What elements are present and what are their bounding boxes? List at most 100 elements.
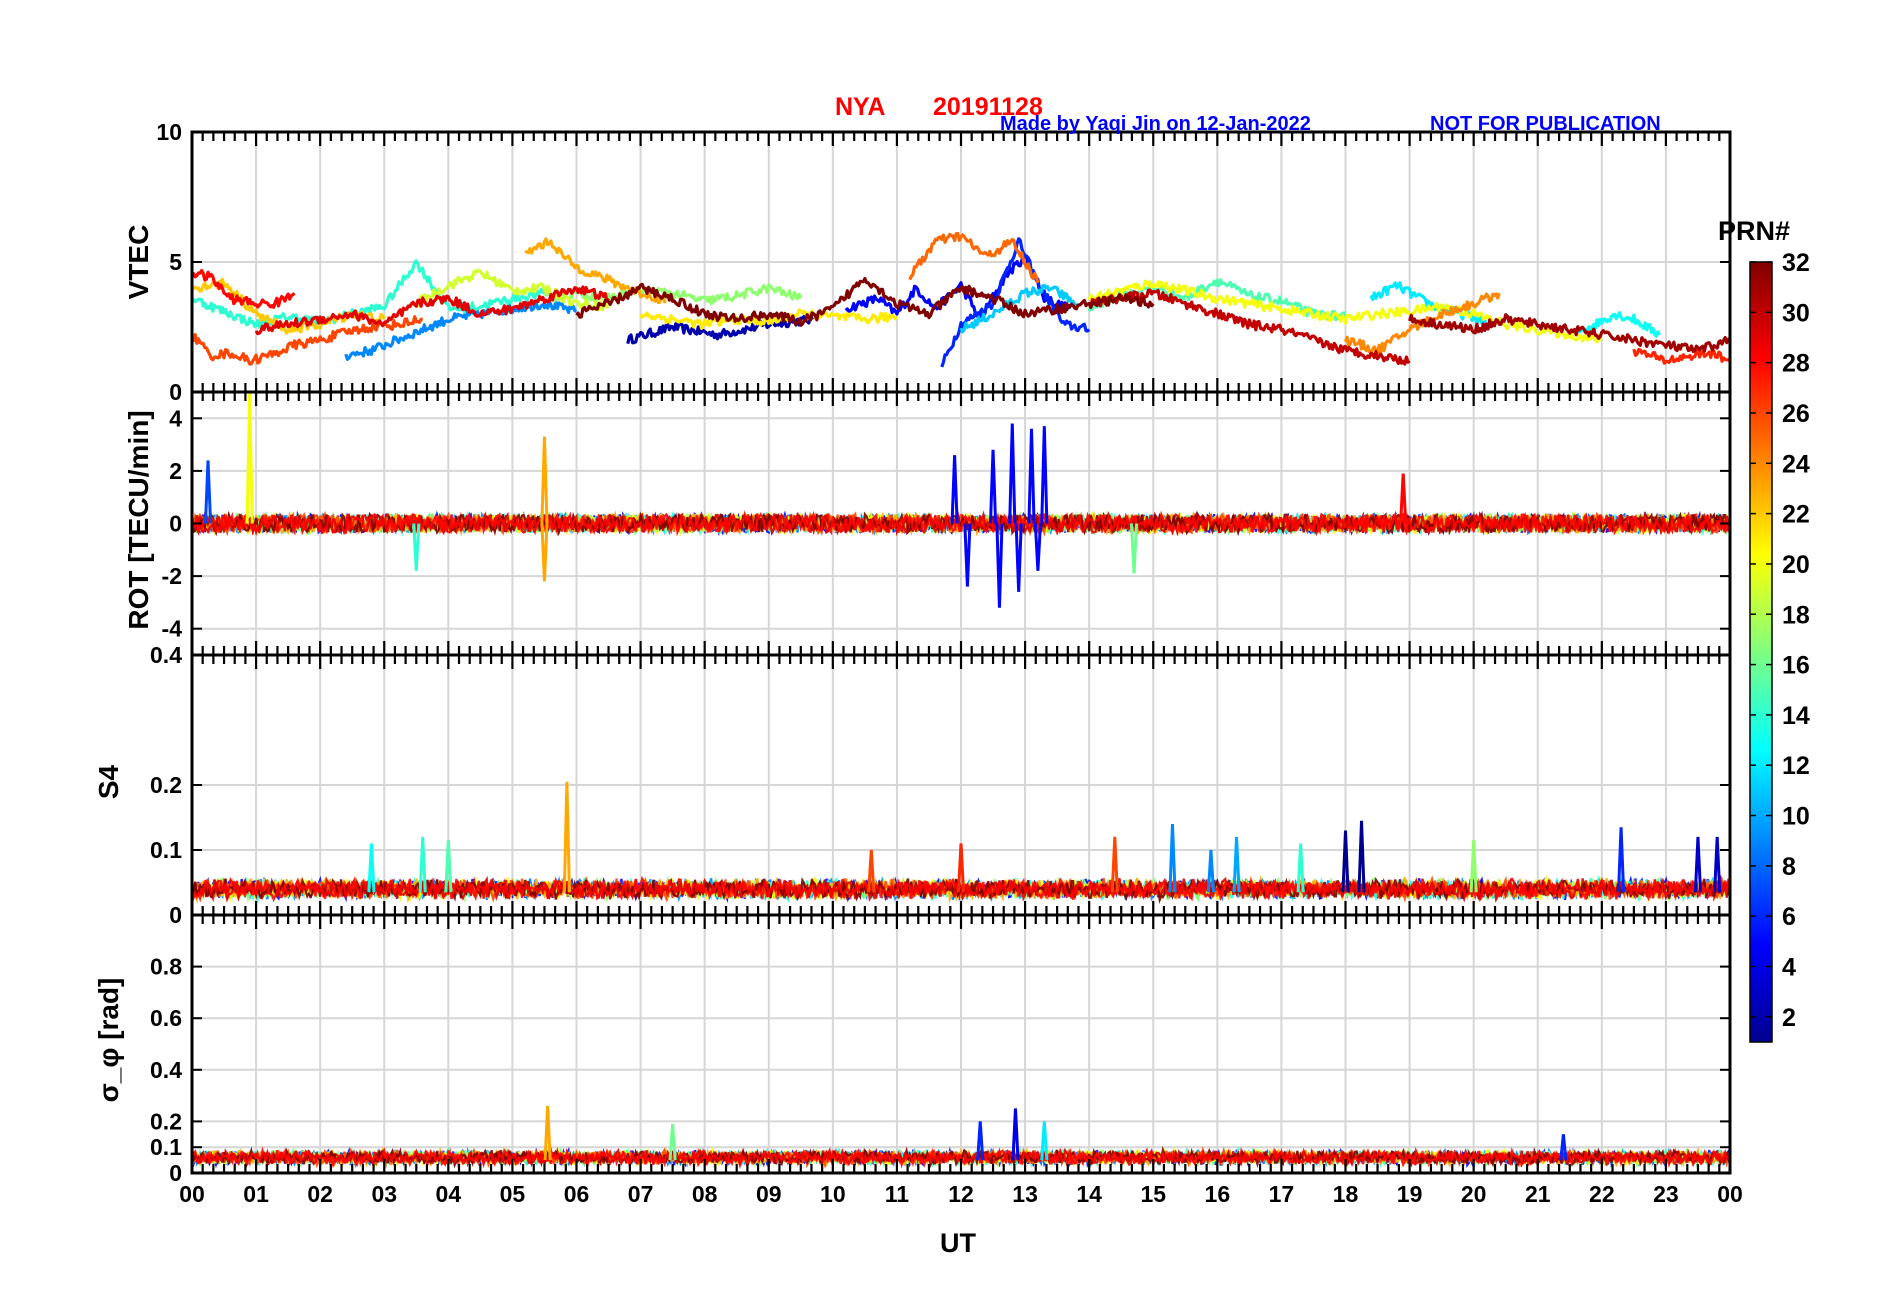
y-tick-label: -4 [162, 616, 183, 642]
x-tick-label: 23 [1653, 1181, 1679, 1207]
spike-rot-prn-5 [950, 455, 959, 524]
noise-band-rot [190, 510, 1732, 537]
colorbar-tick-label: 26 [1782, 400, 1810, 428]
spike-rot-prn-16 [1129, 523, 1139, 574]
spike-s4-prn-1 [1341, 830, 1350, 893]
credit-made-by: Made by Yaqi Jin on 12-Jan-2022 [1000, 113, 1311, 135]
spike-rot-prn-5 [1027, 428, 1036, 524]
x-tick-label: 12 [948, 1181, 974, 1207]
spike-rot-prn-28 [1399, 473, 1408, 524]
spike-rot-prn-5 [995, 523, 1004, 608]
x-tick-label: 10 [820, 1181, 846, 1207]
spike-rot-prn-23 [540, 436, 549, 524]
colorbar-tick-label: 32 [1782, 249, 1810, 277]
colorbar-tick-label: 8 [1782, 853, 1796, 881]
x-tick-label: 00 [1717, 1181, 1743, 1207]
y-tick-label: 0 [169, 1160, 182, 1186]
x-tick-label: 08 [692, 1181, 718, 1207]
vtec-series-prn-30 [1088, 288, 1411, 366]
y-label-rot: ROT [TECU/min] [123, 410, 154, 629]
vtec-series-prn-20 [1087, 279, 1603, 344]
y-tick-label: 0.2 [150, 1108, 182, 1134]
y-tick-label: 10 [156, 119, 182, 145]
colorbar-tick-label: 6 [1782, 903, 1796, 931]
x-tick-label: 01 [243, 1181, 269, 1207]
spike-rot-prn-23 [540, 523, 549, 582]
colorbar-tick-label: 14 [1782, 702, 1810, 730]
spike-s4-prn-9 [1168, 823, 1177, 893]
x-tick-label: 02 [307, 1181, 333, 1207]
colorbar-tick-label: 30 [1782, 299, 1810, 327]
spike-rot-prn-5 [988, 449, 998, 524]
y-label-sigma-phi: σ_φ [rad] [93, 978, 124, 1103]
vtec-series-prn-27 [1632, 347, 1731, 365]
data-layer [190, 231, 1732, 1170]
spike-rot-prn-5 [1014, 523, 1023, 592]
spike-rot-prn-5 [963, 523, 972, 587]
spike-sigma_phi-prn-6 [976, 1121, 985, 1161]
y-tick-label: 0.1 [150, 837, 182, 863]
x-tick-label: 15 [1140, 1181, 1166, 1207]
spike-s4-prn-26 [1110, 836, 1119, 893]
spike-s4-prn-3 [1693, 836, 1703, 893]
vtec-series-prn-19 [414, 268, 610, 312]
noise-band-s4 [190, 875, 1732, 903]
vtec-series-prn-6 [940, 237, 1091, 368]
vtec-series-prn-23 [524, 237, 667, 305]
colorbar-tick-label: 22 [1782, 501, 1810, 529]
spike-s4-prn-1 [1357, 820, 1366, 893]
colorbar-tick-label: 12 [1782, 752, 1810, 780]
spike-s4-prn-10 [1232, 836, 1241, 893]
spike-rot-prn-5 [1040, 426, 1049, 524]
chart-title-station: NYA [835, 93, 886, 121]
x-tick-label: 22 [1589, 1181, 1615, 1207]
colorbar-tick-label: 18 [1782, 601, 1810, 629]
colorbar-tick-label: 4 [1782, 954, 1796, 982]
x-tick-label: 21 [1525, 1181, 1551, 1207]
vtec-series-prn-32 [575, 276, 1155, 327]
x-tick-label: 14 [1076, 1181, 1102, 1207]
y-tick-label: 5 [169, 249, 182, 275]
spike-sigma_phi-prn-6 [1559, 1134, 1568, 1161]
y-label-vtec: VTEC [123, 225, 154, 300]
x-tick-label: 05 [500, 1181, 526, 1207]
spike-s4-prn-26 [867, 849, 876, 893]
vtec-series-prn-28 [191, 269, 296, 309]
spike-sigma_phi-prn-23 [543, 1105, 552, 1161]
y-tick-label: 0.4 [150, 1057, 182, 1083]
spike-sigma_phi-prn-12 [1040, 1121, 1049, 1161]
spike-rot-prn-20 [245, 391, 254, 524]
colorbar-tick-label: 10 [1782, 803, 1810, 831]
x-tick-label: 11 [885, 1181, 910, 1207]
spike-rot-prn-5 [1033, 523, 1042, 571]
x-tick-label: 17 [1269, 1181, 1295, 1207]
spike-s4-prn-14 [418, 836, 427, 893]
y-tick-label: 0.4 [150, 642, 182, 668]
y-tick-label: 0 [169, 379, 182, 405]
vtec-series-prn-11 [959, 283, 1078, 334]
vtec-series-prn-31 [1408, 313, 1731, 354]
x-tick-label: 09 [756, 1181, 782, 1207]
spike-sigma_phi-prn-16 [668, 1123, 677, 1161]
x-tick-label: 20 [1461, 1181, 1487, 1207]
vtec-series-prn-2 [626, 313, 816, 345]
vtec-series-prn-14 [190, 259, 546, 329]
colorbar-label: PRN# [1718, 216, 1790, 246]
x-tick-label: 13 [1012, 1181, 1038, 1207]
spike-s4-prn-17 [1469, 840, 1478, 893]
vtec-series-prn-9 [344, 299, 577, 361]
spike-s4-prn-15 [444, 840, 453, 893]
spike-s4-prn-13 [367, 843, 376, 893]
y-tick-label: 2 [169, 458, 182, 484]
x-tick-label: 06 [564, 1181, 590, 1207]
credit-notice: NOT FOR PUBLICATION [1430, 113, 1661, 135]
spike-rot-prn-14 [412, 523, 421, 571]
colorbar-tick-label: 16 [1782, 652, 1810, 680]
colorbar-tick-label: 28 [1782, 350, 1810, 378]
spike-sigma_phi-prn-4 [1011, 1108, 1020, 1161]
y-tick-label: 0.1 [150, 1134, 182, 1160]
chart-title-date: 20191128 [933, 93, 1043, 121]
